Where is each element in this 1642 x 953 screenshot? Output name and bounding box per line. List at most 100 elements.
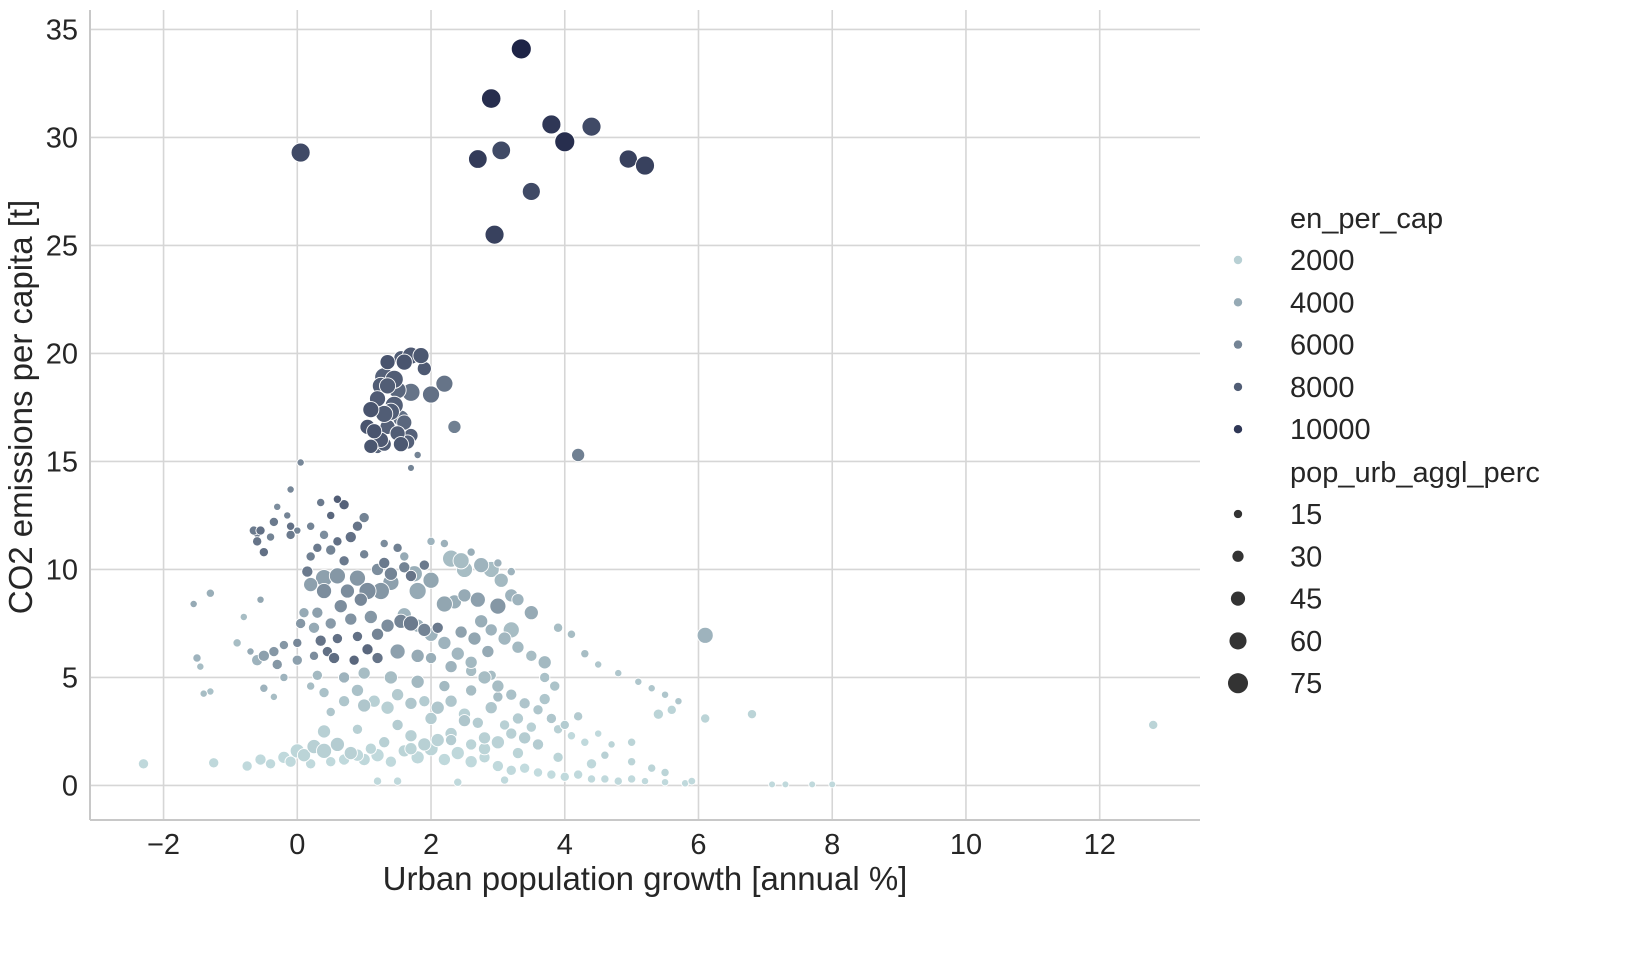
- data-point: [469, 591, 486, 608]
- data-point: [465, 738, 478, 751]
- data-point: [552, 751, 564, 763]
- data-point: [477, 731, 492, 745]
- y-tick-label: 5: [62, 662, 78, 694]
- data-point: [137, 758, 150, 770]
- data-point: [339, 583, 355, 599]
- data-point: [566, 629, 577, 639]
- data-point: [208, 757, 220, 769]
- data-point: [350, 683, 365, 697]
- legend-hue-marker: [1233, 298, 1243, 307]
- data-point: [438, 679, 451, 693]
- data-point: [379, 377, 397, 395]
- data-point: [497, 631, 512, 646]
- data-point: [265, 532, 276, 542]
- data-point: [410, 674, 425, 689]
- data-point: [410, 648, 425, 663]
- data-point: [408, 582, 427, 601]
- data-point: [652, 708, 664, 720]
- data-point: [407, 463, 415, 472]
- data-point: [285, 521, 296, 531]
- x-tick-label: 10: [950, 829, 982, 861]
- data-point: [257, 649, 270, 662]
- legend-size-marker: [1230, 591, 1246, 606]
- legend-size-marker: [1233, 509, 1243, 519]
- data-point: [635, 155, 655, 176]
- data-point: [278, 639, 290, 651]
- data-point: [532, 767, 544, 778]
- data-point: [379, 354, 396, 371]
- data-point: [392, 776, 403, 786]
- data-point: [808, 780, 817, 789]
- data-point: [259, 683, 269, 693]
- data-point: [391, 688, 405, 702]
- x-tick-label: 6: [690, 829, 706, 861]
- data-point: [239, 612, 248, 622]
- data-point: [430, 700, 445, 715]
- data-point: [474, 614, 489, 629]
- data-point: [328, 567, 346, 585]
- data-point: [431, 621, 444, 634]
- tick-labels: −2 0 2 4 6 8 10 12 0 5 10 15 20 25 30 35: [46, 14, 1116, 861]
- axes: [89, 10, 1200, 821]
- data-point: [325, 706, 336, 718]
- data-point: [399, 551, 410, 562]
- data-point: [505, 688, 518, 701]
- data-point: [430, 733, 445, 748]
- data-point: [600, 774, 610, 784]
- x-axis-title: Urban population growth [annual %]: [383, 860, 908, 897]
- data-point: [413, 450, 422, 460]
- data-point: [273, 502, 282, 511]
- data-point: [389, 643, 406, 660]
- data-point: [271, 658, 283, 671]
- data-point: [447, 419, 462, 434]
- data-point: [364, 742, 377, 755]
- data-point: [199, 689, 208, 698]
- data-point: [471, 716, 484, 729]
- data-point: [511, 746, 525, 760]
- data-point: [383, 566, 398, 581]
- legend-size-marker: [1227, 673, 1249, 694]
- data-point: [192, 653, 202, 663]
- data-point: [362, 401, 380, 419]
- data-point: [594, 660, 603, 669]
- data-point: [573, 769, 584, 780]
- data-point: [580, 737, 590, 747]
- data-point: [499, 775, 510, 785]
- data-point: [392, 542, 403, 553]
- data-point: [383, 670, 398, 685]
- data-point: [505, 727, 518, 740]
- data-point: [571, 447, 586, 463]
- data-point: [363, 609, 378, 625]
- data-point: [232, 638, 242, 648]
- data-point: [473, 557, 490, 574]
- data-point: [316, 742, 333, 759]
- data-point: [505, 764, 517, 776]
- data-point: [395, 353, 413, 371]
- data-point: [559, 771, 570, 782]
- data-point: [417, 737, 432, 752]
- data-point: [318, 686, 330, 699]
- data-point: [585, 758, 598, 770]
- data-point: [308, 650, 320, 661]
- data-point: [435, 374, 454, 393]
- data-point: [254, 753, 267, 766]
- data-point: [531, 738, 545, 751]
- data-point: [466, 547, 476, 557]
- data-point: [378, 556, 391, 570]
- data-point: [781, 780, 790, 789]
- data-point: [379, 538, 389, 549]
- legend-size-label: 75: [1290, 668, 1322, 700]
- data-point: [491, 679, 505, 693]
- data-point: [484, 623, 498, 637]
- data-points: [137, 38, 1159, 789]
- y-tick-label: 10: [46, 554, 78, 586]
- data-point: [264, 758, 277, 770]
- data-point: [305, 758, 317, 770]
- data-point: [426, 536, 436, 546]
- legend-hue-label: 6000: [1290, 330, 1355, 362]
- legend-hue-title: en_per_cap: [1290, 203, 1443, 235]
- data-point: [541, 114, 562, 135]
- legend-hue-marker: [1233, 255, 1243, 265]
- data-point: [660, 778, 670, 787]
